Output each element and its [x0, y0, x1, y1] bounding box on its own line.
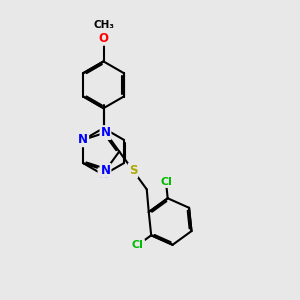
- Text: N: N: [78, 133, 88, 146]
- Text: S: S: [129, 164, 137, 177]
- Text: Cl: Cl: [132, 240, 144, 250]
- Text: CH₃: CH₃: [93, 20, 114, 29]
- Text: Cl: Cl: [160, 177, 172, 187]
- Text: S: S: [129, 164, 137, 177]
- Text: N: N: [100, 126, 110, 139]
- Text: O: O: [98, 32, 109, 44]
- Text: N: N: [100, 164, 110, 177]
- Text: Cl: Cl: [132, 240, 144, 250]
- Text: O: O: [98, 32, 109, 44]
- Text: Cl: Cl: [160, 177, 172, 187]
- Text: N: N: [98, 168, 109, 182]
